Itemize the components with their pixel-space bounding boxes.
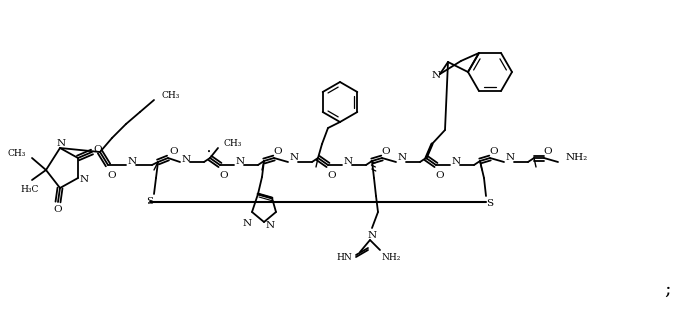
Text: N: N — [290, 154, 299, 162]
Text: NH₂: NH₂ — [566, 154, 588, 162]
Text: S: S — [147, 198, 154, 206]
Text: O: O — [274, 148, 282, 156]
Text: HN: HN — [336, 253, 352, 263]
Text: N: N — [343, 156, 352, 166]
Text: ;: ; — [664, 281, 671, 299]
Text: O: O — [94, 145, 103, 155]
Text: O: O — [170, 148, 178, 156]
Text: N: N — [243, 220, 252, 228]
Text: O: O — [220, 171, 228, 179]
Text: CH₃: CH₃ — [224, 139, 242, 149]
Text: O: O — [490, 148, 498, 156]
Text: N: N — [397, 154, 406, 162]
Text: O: O — [327, 171, 336, 179]
Text: •: • — [207, 148, 211, 156]
Text: O: O — [107, 171, 117, 179]
Text: CH₃: CH₃ — [8, 149, 26, 159]
Text: N: N — [235, 156, 244, 166]
Text: H₃C: H₃C — [21, 185, 39, 195]
Text: N: N — [431, 71, 440, 81]
Text: O: O — [544, 147, 552, 155]
Text: N: N — [181, 155, 191, 163]
Text: N: N — [57, 139, 66, 149]
Text: N: N — [128, 156, 137, 166]
Text: N: N — [452, 156, 461, 166]
Text: S: S — [487, 199, 493, 209]
Text: O: O — [382, 148, 390, 156]
Text: O: O — [54, 205, 62, 215]
Text: N: N — [80, 175, 89, 185]
Text: O: O — [436, 171, 445, 179]
Text: CH₃: CH₃ — [162, 90, 180, 100]
Text: N: N — [266, 222, 275, 230]
Text: N: N — [505, 154, 514, 162]
Text: N: N — [367, 232, 376, 240]
Text: NH₂: NH₂ — [382, 253, 401, 263]
